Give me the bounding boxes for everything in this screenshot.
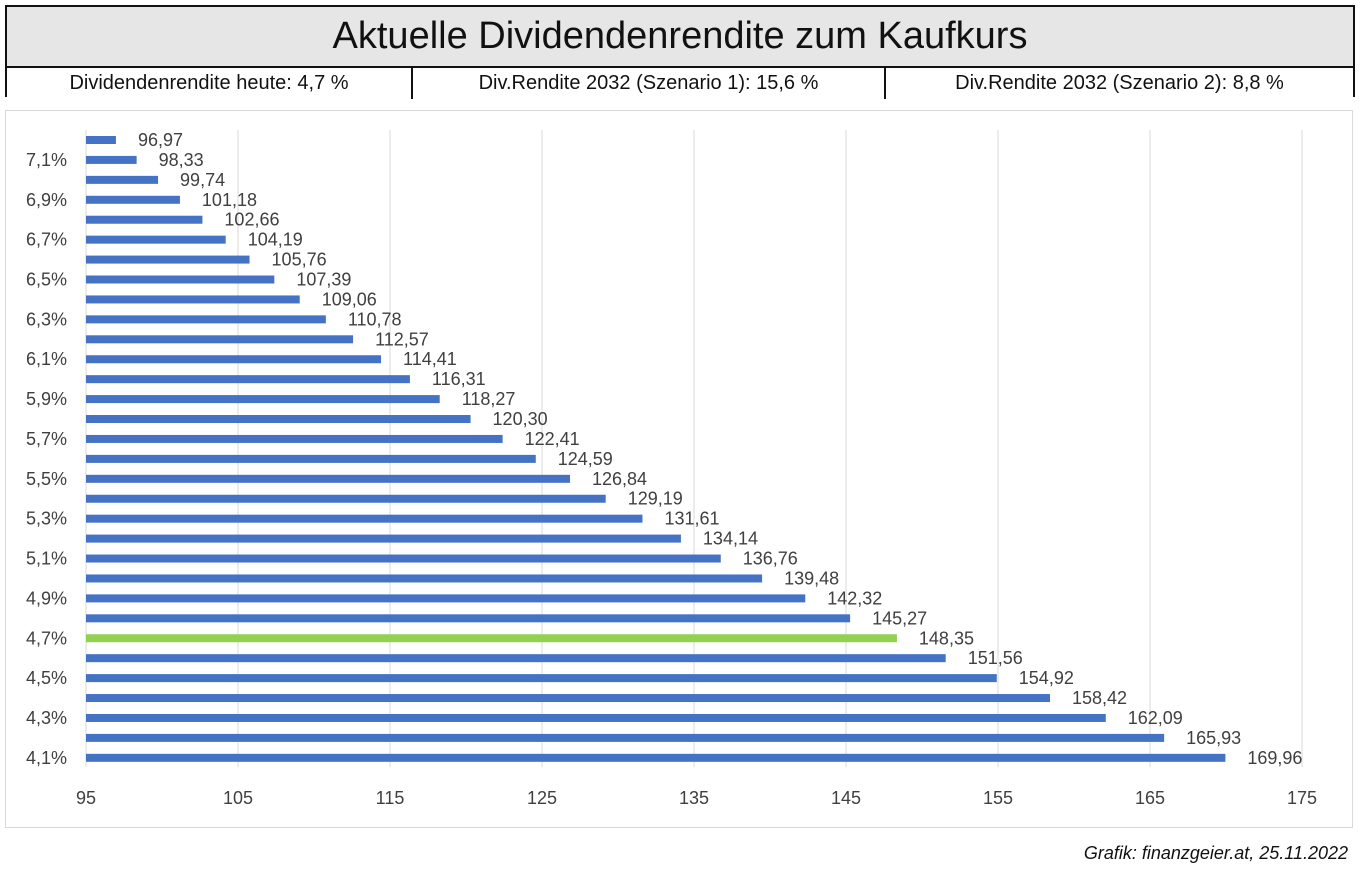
info-yield-2032-scenario-2: Div.Rendite 2032 (Szenario 2): 8,8 % — [884, 68, 1353, 99]
bar — [86, 315, 326, 324]
bar — [86, 713, 1106, 722]
value-label: 112,57 — [375, 329, 429, 349]
y-tick-label: 6,9% — [26, 190, 67, 210]
y-tick-label: 7,1% — [26, 150, 67, 170]
bar — [86, 235, 226, 244]
bar — [86, 355, 382, 364]
value-label: 154,92 — [1019, 668, 1074, 688]
bar — [86, 275, 275, 284]
value-label: 158,42 — [1072, 688, 1127, 708]
bar — [86, 474, 570, 483]
bar — [86, 335, 354, 344]
y-tick-label: 6,1% — [26, 349, 67, 369]
bar — [86, 594, 806, 603]
bar — [86, 375, 410, 384]
value-label: 169,96 — [1247, 748, 1302, 768]
x-tick-label: 175 — [1287, 788, 1317, 808]
value-label: 96,97 — [138, 130, 183, 150]
y-tick-label: 6,7% — [26, 230, 67, 250]
bar — [86, 434, 503, 443]
value-label: 151,56 — [968, 648, 1023, 668]
info-row: Dividendenrendite heute: 4,7 % Div.Rendi… — [7, 68, 1353, 99]
info-dividend-yield-today: Dividendenrendite heute: 4,7 % — [69, 72, 349, 94]
bar — [86, 574, 763, 583]
value-label: 101,18 — [202, 190, 257, 210]
bar — [86, 694, 1050, 703]
bar — [86, 654, 946, 663]
value-label: 126,84 — [592, 469, 647, 489]
value-label: 109,06 — [322, 289, 377, 309]
y-tick-label: 4,5% — [26, 668, 67, 688]
x-tick-label: 125 — [527, 788, 557, 808]
header-table: Aktuelle Dividendenrendite zum Kaufkurs … — [5, 5, 1355, 99]
bar — [86, 415, 471, 424]
value-label: 99,74 — [180, 170, 225, 190]
bar — [86, 215, 203, 224]
value-label: 145,27 — [872, 608, 927, 628]
y-tick-label: 5,7% — [26, 429, 67, 449]
value-label: 118,27 — [462, 389, 516, 409]
bar — [86, 295, 300, 304]
value-label: 148,35 — [919, 628, 974, 648]
chart-area-frame — [5, 110, 1353, 828]
value-label: 131,61 — [664, 509, 719, 529]
x-tick-label: 145 — [831, 788, 861, 808]
bar — [86, 494, 606, 503]
x-tick-label: 165 — [1135, 788, 1165, 808]
y-tick-label: 4,3% — [26, 708, 67, 728]
info-yield-2032-scenario-1: Div.Rendite 2032 (Szenario 1): 15,6 % — [411, 68, 884, 99]
y-tick-label: 6,3% — [26, 309, 67, 329]
bar — [86, 195, 180, 204]
y-tick-label: 6,5% — [26, 270, 67, 290]
y-tick-label: 5,5% — [26, 469, 67, 489]
bar — [86, 514, 643, 523]
bar — [86, 733, 1165, 742]
value-label: 98,33 — [159, 150, 204, 170]
value-label: 124,59 — [558, 449, 613, 469]
value-label: 116,31 — [432, 369, 486, 389]
value-label: 162,09 — [1128, 708, 1183, 728]
y-tick-label: 5,9% — [26, 389, 67, 409]
y-tick-label: 5,3% — [26, 509, 67, 529]
y-tick-label: 4,9% — [26, 588, 67, 608]
y-tick-label: 5,1% — [26, 549, 67, 569]
value-label: 142,32 — [827, 588, 882, 608]
bar — [86, 155, 137, 164]
bar — [86, 614, 851, 623]
x-tick-label: 105 — [223, 788, 253, 808]
bar — [86, 175, 159, 184]
x-tick-label: 135 — [679, 788, 709, 808]
y-tick-label: 4,1% — [26, 748, 67, 768]
bar — [86, 534, 681, 543]
value-label: 139,48 — [784, 568, 839, 588]
bar — [86, 136, 116, 144]
bar — [86, 454, 536, 463]
value-label: 129,19 — [628, 489, 683, 509]
value-label: 134,14 — [703, 529, 758, 549]
credit-text: Grafik: finanzgeier.at, 25.11.2022 — [1083, 843, 1348, 863]
x-tick-label: 95 — [76, 788, 96, 808]
x-tick-label: 115 — [376, 788, 405, 808]
x-tick-label: 155 — [983, 788, 1013, 808]
value-label: 114,41 — [403, 349, 457, 369]
bar — [86, 753, 1226, 762]
bar — [86, 395, 440, 404]
chart-title: Aktuelle Dividendenrendite zum Kaufkurs — [7, 7, 1353, 68]
bar-highlight — [86, 634, 897, 643]
value-label: 110,78 — [348, 309, 402, 329]
bar — [86, 554, 721, 563]
bar — [86, 674, 997, 683]
value-label: 105,76 — [272, 250, 327, 270]
value-label: 165,93 — [1186, 728, 1241, 748]
value-label: 107,39 — [296, 270, 351, 290]
value-label: 120,30 — [493, 409, 548, 429]
value-label: 122,41 — [525, 429, 580, 449]
y-tick-label: 4,7% — [26, 628, 67, 648]
value-label: 104,19 — [248, 230, 303, 250]
value-label: 102,66 — [224, 210, 279, 230]
value-label: 136,76 — [743, 549, 798, 569]
bar — [86, 255, 250, 264]
